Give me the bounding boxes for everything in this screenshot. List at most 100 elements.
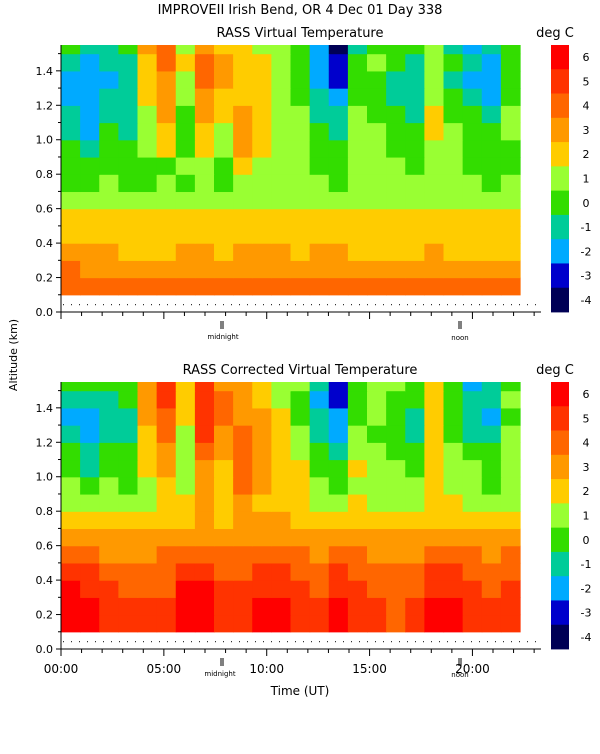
panel-2-heatmap-cell: [481, 580, 502, 598]
panel-2-heatmap-cell: [309, 562, 330, 581]
panel-2-heatmap-cell: [347, 390, 368, 409]
panel-1-heatmap-cell: [462, 243, 483, 261]
panel-1-missing-data-dot: [383, 304, 384, 306]
panel-2-missing-data-dot: [463, 641, 464, 643]
panel-2-heatmap-cell: [99, 545, 119, 564]
panel-1-heatmap-cell: [99, 277, 119, 296]
panel-1-heatmap-cell: [194, 277, 215, 296]
panel-2-heatmap-cell: [175, 511, 196, 530]
panel-1-heatmap-cell: [194, 208, 215, 227]
panel-1-heatmap-cell: [214, 45, 234, 55]
panel-2-heatmap-cell: [80, 425, 100, 443]
panel-2-heatmap-cell: [367, 407, 387, 426]
panel-2-heatmap-cell: [367, 511, 387, 530]
panel-1-heatmap-cell: [175, 208, 196, 227]
panel-2-heatmap-cell: [309, 511, 330, 530]
panel-1-colorbar-swatch: [551, 214, 569, 240]
panel-1-missing-data-dot: [311, 304, 312, 306]
panel-2-missing-data-dot: [271, 641, 272, 643]
panel-2-heatmap-cell: [443, 511, 464, 530]
panel-1-heatmap-cell: [118, 122, 139, 141]
panel-2-heatmap-cell: [252, 442, 272, 461]
panel-1-heatmap-cell: [386, 53, 406, 72]
panel-1-heatmap-cell: [99, 105, 119, 124]
panel-2-heatmap-cell: [347, 545, 368, 564]
panel-2-heatmap-cell: [405, 382, 425, 392]
panel-1-missing-data-dot: [407, 304, 408, 306]
panel-2-missing-data-dot: [495, 641, 496, 643]
panel-2-missing-data-dot: [535, 641, 536, 643]
panel-1-colorbar: 6 5 4 3 2 1 0 -1 -2 -3 -4: [551, 45, 591, 313]
panel-1-missing-data-dot: [455, 304, 456, 306]
panel-1-heatmap-cell: [80, 53, 100, 72]
panel-1-heatmap-cell: [309, 191, 330, 210]
panel-1-heatmap-cell: [137, 277, 158, 296]
panel-2-heatmap-cell: [405, 442, 425, 461]
panel-2-missing-data-dot: [303, 641, 304, 643]
panel-2-heatmap-cell: [118, 511, 139, 530]
panel-1-heatmap-cell: [175, 156, 196, 175]
panel-1-heatmap-cell: [175, 139, 196, 158]
panel-2-heatmap-cell: [194, 614, 215, 633]
panel-2-heatmap-cell: [233, 597, 253, 616]
panel-1-missing-data-dot: [207, 304, 208, 306]
panel-2-heatmap-cell: [462, 459, 483, 478]
panel-2-heatmap-cell: [386, 407, 406, 426]
panel-1-heatmap-cell: [328, 260, 349, 279]
panel-1-heatmap-cell: [252, 260, 272, 279]
panel-1-heatmap-cell: [386, 208, 406, 227]
panel-2-heatmap-cell: [271, 382, 292, 392]
panel-2-heatmap-cell: [462, 442, 483, 461]
panel-1-markers: midnight noon: [207, 333, 468, 342]
panel-1-heatmap-cell: [214, 208, 234, 227]
panel-1-heatmap-cell: [252, 88, 272, 106]
panel-1-heatmap-cell: [481, 105, 502, 124]
panel-2-heatmap-cell: [367, 545, 387, 564]
panel-1-heatmap-cell: [443, 225, 464, 244]
panel-2-heatmap-cell: [481, 382, 502, 392]
panel-1-heatmap-cell: [61, 70, 81, 89]
panel-1-heatmap-cell: [481, 174, 502, 193]
panel-1-heatmap-cell: [347, 277, 368, 296]
panel-1-heatmap-cell: [194, 243, 215, 261]
panel-1-colorbar-tick-label: 5: [583, 75, 590, 88]
panel-2-heatmap-cell: [214, 425, 234, 443]
panel-2-heatmap-cell: [99, 407, 119, 426]
panel-2-heatmap-cell: [500, 476, 521, 495]
panel-1-heatmap-cell: [462, 45, 483, 55]
panel-2-heatmap-cell: [156, 511, 177, 530]
panel-1-missing-data-dot: [71, 304, 72, 306]
panel-2-heatmap-cell: [328, 614, 349, 633]
panel-1-missing-data-dot: [63, 304, 64, 306]
panel-2-marker-midnight: midnight: [204, 670, 235, 678]
panel-1-heatmap-cell: [347, 174, 368, 193]
panel-1-heatmap-cell: [80, 156, 100, 175]
panel-1-heatmap-cell: [367, 122, 387, 141]
panel-1-heatmap-cell: [175, 122, 196, 141]
panel-1-heatmap-cell: [462, 174, 483, 193]
panel-1-heatmap-cell: [175, 53, 196, 72]
panel-2-missing-data-dot: [247, 641, 248, 643]
panel-1-heatmap-cell: [99, 45, 119, 55]
panel-2-heatmap-cell: [194, 407, 215, 426]
panel-1-missing-data-dot: [151, 304, 152, 306]
panel-2-heatmap-cell: [271, 511, 292, 530]
panel-1-heatmap-cell: [424, 53, 445, 72]
panel-2-heatmap-cell: [61, 390, 81, 409]
panel-1-colorbar-tick-label: 3: [583, 124, 590, 137]
panel-1-heatmap-cell: [290, 208, 311, 227]
panel-2-heatmap-cell: [214, 528, 234, 547]
panel-2-missing-data-dot: [503, 641, 504, 643]
panel-2-heatmap-cell: [328, 459, 349, 478]
panel-1-heatmap-cell: [367, 260, 387, 279]
panel-2-heatmap-cell: [194, 597, 215, 616]
panel-1-heatmap-cell: [424, 70, 445, 89]
panel-2-missing-data-dot: [87, 641, 88, 643]
panel-2-heatmap-cell: [233, 407, 253, 426]
panel-1-heatmap-cell: [309, 156, 330, 175]
panel-1-heatmap-cell: [214, 122, 234, 141]
panel-1-y-tick-label: 0.6: [36, 203, 54, 216]
panel-2-heatmap-cell: [175, 580, 196, 598]
panel-1-missing-data-dot: [423, 304, 424, 306]
